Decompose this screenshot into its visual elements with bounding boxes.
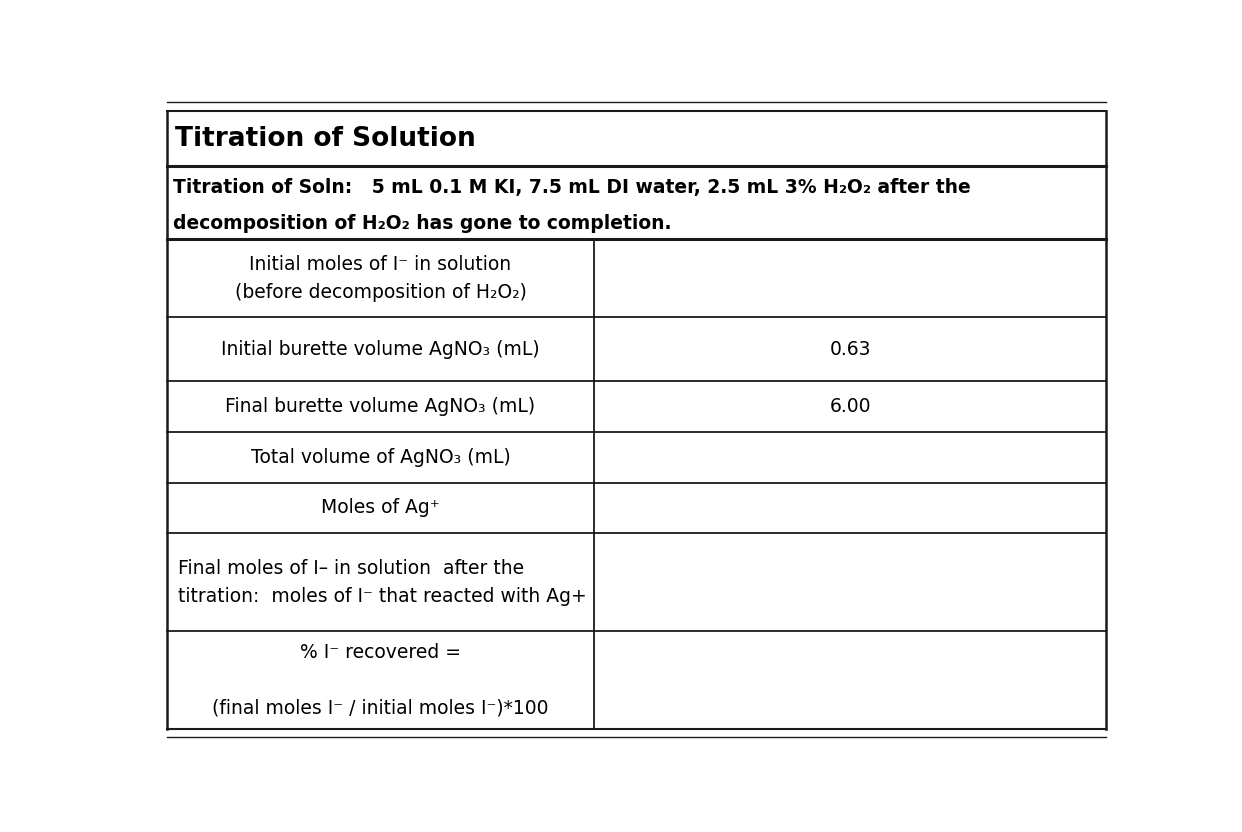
Text: Initial moles of I⁻ in solution
(before decomposition of H₂O₂): Initial moles of I⁻ in solution (before … (235, 255, 527, 302)
FancyBboxPatch shape (166, 533, 1107, 631)
Text: 0.63: 0.63 (830, 339, 871, 359)
Text: Titration of Solution: Titration of Solution (174, 126, 476, 151)
FancyBboxPatch shape (166, 631, 1107, 729)
Text: Titration of Soln:   5 mL 0.1 M KI, 7.5 mL DI water, 2.5 mL 3% H₂O₂ after the: Titration of Soln: 5 mL 0.1 M KI, 7.5 mL… (173, 178, 970, 197)
Text: 6.00: 6.00 (830, 397, 871, 416)
Text: decomposition of H₂O₂ has gone to completion.: decomposition of H₂O₂ has gone to comple… (173, 214, 671, 233)
FancyBboxPatch shape (166, 432, 1107, 483)
FancyBboxPatch shape (166, 317, 1107, 381)
Text: % I⁻ recovered =

(final moles I⁻ / initial moles I⁻)*100: % I⁻ recovered = (final moles I⁻ / initi… (212, 642, 549, 717)
Text: Total volume of AgNO₃ (mL): Total volume of AgNO₃ (mL) (251, 448, 510, 467)
FancyBboxPatch shape (166, 166, 1107, 240)
Text: Moles of Ag⁺: Moles of Ag⁺ (322, 498, 440, 518)
FancyBboxPatch shape (166, 483, 1107, 533)
FancyBboxPatch shape (166, 111, 1107, 166)
Text: Initial burette volume AgNO₃ (mL): Initial burette volume AgNO₃ (mL) (221, 339, 540, 359)
Text: Final burette volume AgNO₃ (mL): Final burette volume AgNO₃ (mL) (226, 397, 535, 416)
Text: Final moles of I– in solution  after the
titration:  moles of I⁻ that reacted wi: Final moles of I– in solution after the … (179, 558, 587, 606)
FancyBboxPatch shape (166, 240, 1107, 317)
FancyBboxPatch shape (166, 381, 1107, 432)
